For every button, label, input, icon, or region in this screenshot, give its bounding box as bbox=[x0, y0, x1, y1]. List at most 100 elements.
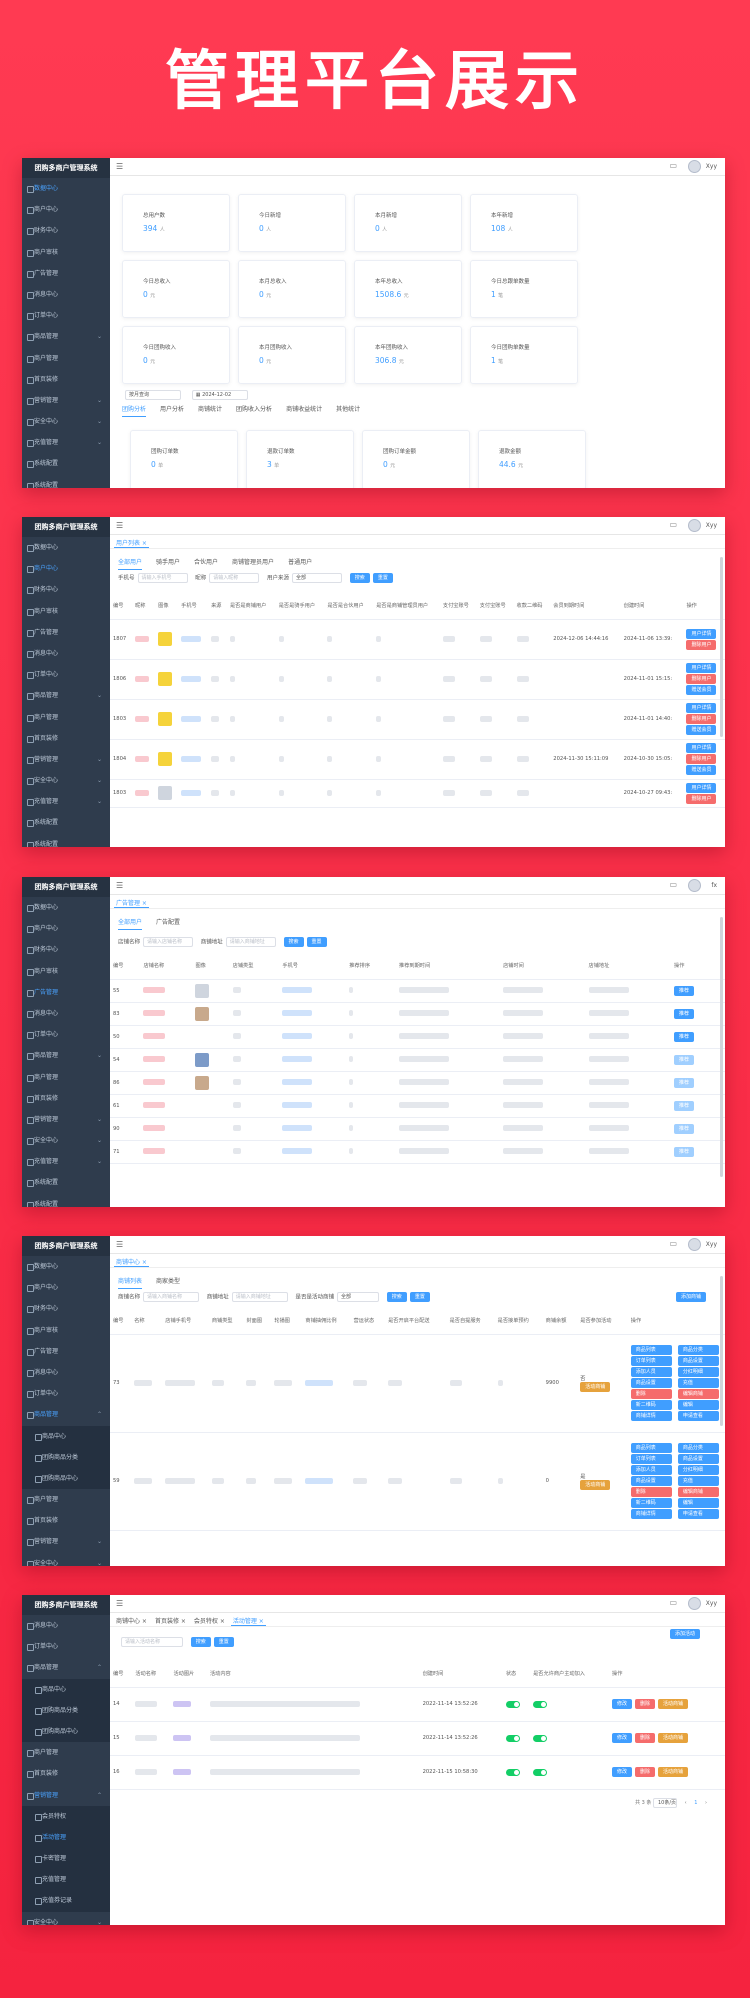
sidebar-item-recharge-mgmt[interactable]: 充值管理 bbox=[22, 1869, 110, 1891]
sidebar-item-home-config[interactable]: 首页装修 bbox=[22, 1510, 110, 1531]
reset-button[interactable]: 重置 bbox=[372, 573, 393, 583]
op-button[interactable]: 充值 bbox=[677, 1378, 719, 1388]
username[interactable]: Xyy bbox=[705, 522, 717, 529]
tag-3[interactable]: 活动管理 × bbox=[230, 1618, 266, 1626]
sidebar-item-home-config[interactable]: 首页装修 bbox=[22, 728, 110, 749]
op-button[interactable]: 编辑商铺 bbox=[677, 1389, 719, 1399]
sidebar-item-card[interactable]: 卡密管理 bbox=[22, 1848, 110, 1870]
tab-2[interactable]: 合伙用户 bbox=[194, 559, 219, 566]
op-button[interactable]: 用户详情 bbox=[686, 628, 717, 639]
sidebar-item-recharge-record[interactable]: 充值券记录 bbox=[22, 1890, 110, 1912]
shop-addr-input[interactable]: 请输入商铺地址 bbox=[225, 937, 276, 947]
sidebar-item-marketing[interactable]: 营销管理 ⌄ bbox=[22, 1109, 110, 1130]
op-button[interactable]: 新二维码 bbox=[630, 1498, 672, 1508]
tag-0[interactable]: 商铺中心 × bbox=[116, 1618, 147, 1625]
username[interactable]: Xyy bbox=[705, 163, 717, 170]
op-button[interactable]: 申请查看 bbox=[677, 1411, 719, 1421]
op-button[interactable]: 订单列表 bbox=[630, 1356, 672, 1366]
op-button[interactable]: 删除用户 bbox=[686, 714, 717, 724]
recommend-button[interactable]: 推荐 bbox=[674, 985, 695, 996]
query-type-select[interactable]: 按月查询 bbox=[125, 390, 181, 400]
sidebar-item-goods[interactable]: 商品管理 ⌄ bbox=[22, 685, 110, 706]
op-button[interactable]: 赠送会员 bbox=[686, 765, 717, 775]
sidebar-item-merchant[interactable]: 商户中心 bbox=[22, 558, 110, 579]
tab-5[interactable]: 其他统计 bbox=[336, 406, 361, 413]
recommend-button[interactable]: 推荐 bbox=[674, 1008, 695, 1019]
sidebar-item-ad[interactable]: 广告管理 bbox=[22, 622, 110, 643]
sidebar-item-marketing[interactable]: 营销管理 ⌄ bbox=[22, 1531, 110, 1552]
menu-icon[interactable]: ☰ bbox=[116, 162, 124, 171]
avatar[interactable] bbox=[688, 519, 701, 532]
tab-3[interactable]: 商铺管理员用户 bbox=[232, 559, 275, 566]
sidebar-item-group-goods-center[interactable]: 团购商品中心 bbox=[22, 1720, 110, 1743]
op-button[interactable]: 充值 bbox=[677, 1476, 719, 1486]
op-button[interactable]: 用户详情 bbox=[686, 743, 717, 753]
allow-join-toggle[interactable] bbox=[533, 1700, 548, 1708]
sidebar-item-merchant-mgmt[interactable]: 商户管理 bbox=[22, 348, 110, 369]
search-button[interactable]: 搜索 bbox=[190, 1637, 211, 1647]
op-button[interactable]: 赠送会员 bbox=[686, 685, 717, 695]
sidebar-item-goods-center[interactable]: 商品中心 bbox=[22, 1425, 110, 1447]
sidebar-item-data[interactable]: 数据中心 bbox=[22, 537, 110, 558]
op-button[interactable]: 商品列表 bbox=[630, 1345, 672, 1355]
op-button[interactable]: 编辑 bbox=[677, 1498, 719, 1508]
op-button[interactable]: 商品分类 bbox=[677, 1443, 719, 1453]
sidebar-item-merchant-mgmt[interactable]: 商户管理 bbox=[22, 707, 110, 728]
sidebar-item-group-goods-cat[interactable]: 团购商品分类 bbox=[22, 1699, 110, 1721]
sidebar-item-data[interactable]: 数据中心 bbox=[22, 178, 110, 199]
username[interactable]: Xyy bbox=[705, 1600, 717, 1607]
sidebar-item-merchant-mgmt[interactable]: 商户管理 bbox=[22, 1742, 110, 1763]
sidebar-item-goods-center[interactable]: 商品中心 bbox=[22, 1678, 110, 1700]
status-toggle[interactable] bbox=[505, 1700, 520, 1708]
sidebar-item-data[interactable]: 数据中心 bbox=[22, 897, 110, 918]
sidebar-item-home-config[interactable]: 首页装修 bbox=[22, 1763, 110, 1784]
op-button[interactable]: 分红明细 bbox=[677, 1465, 719, 1475]
scrollbar[interactable] bbox=[720, 1276, 723, 1426]
sidebar-item-goods[interactable]: 商品管理 ⌃ bbox=[22, 1657, 110, 1678]
menu-icon[interactable]: ☰ bbox=[116, 521, 124, 530]
sidebar-item-system-2[interactable]: 系统配置 bbox=[22, 1194, 110, 1207]
op-button[interactable]: 删除用户 bbox=[686, 754, 717, 764]
tab-1[interactable]: 广告配置 bbox=[156, 919, 181, 926]
op-button[interactable]: 商品设置 bbox=[630, 1476, 672, 1486]
add-shop-button[interactable]: 添加商铺 bbox=[675, 1292, 706, 1302]
allow-join-toggle[interactable] bbox=[533, 1768, 548, 1776]
tab-3[interactable]: 团购收入分析 bbox=[236, 406, 273, 413]
sidebar-item-member-feature[interactable]: 会员特权 bbox=[22, 1805, 110, 1827]
tab-1[interactable]: 骑手用户 bbox=[156, 559, 181, 566]
message-icon[interactable]: ▭ bbox=[669, 1239, 677, 1248]
search-button[interactable]: 搜索 bbox=[283, 937, 304, 947]
op-button[interactable]: 商品分类 bbox=[677, 1345, 719, 1355]
recommend-button[interactable]: 推荐 bbox=[674, 1031, 695, 1042]
delete-button[interactable]: 删除 bbox=[635, 1733, 656, 1743]
op-button[interactable]: 分红明细 bbox=[677, 1367, 719, 1377]
username[interactable]: fx bbox=[711, 882, 717, 889]
tag-1[interactable]: 首页装修 × bbox=[154, 1618, 186, 1625]
message-icon[interactable]: ▭ bbox=[669, 161, 677, 170]
promo-select[interactable]: 全部 bbox=[337, 1292, 380, 1302]
sidebar-item-merchant[interactable]: 商户中心 bbox=[22, 918, 110, 939]
status-toggle[interactable] bbox=[505, 1768, 520, 1776]
reset-button[interactable]: 重置 bbox=[306, 937, 327, 947]
tag-2[interactable]: 会员特权 × bbox=[193, 1618, 225, 1625]
menu-icon[interactable]: ☰ bbox=[116, 1240, 124, 1249]
phone-input[interactable]: 请输入手机号 bbox=[137, 573, 188, 583]
recommend-button[interactable]: 推荐 bbox=[674, 1146, 695, 1157]
sidebar-item-merchant[interactable]: 商户中心 bbox=[22, 199, 110, 220]
sidebar-item-security[interactable]: 安全中心 ⌄ bbox=[22, 1130, 110, 1151]
sidebar-item-activity[interactable]: 活动管理 bbox=[22, 1826, 110, 1849]
recommend-button[interactable]: 推荐 bbox=[674, 1077, 695, 1088]
sidebar-item-merchant-audit[interactable]: 商户审核 bbox=[22, 242, 110, 263]
op-button[interactable]: 商品列表 bbox=[630, 1443, 672, 1453]
sidebar-item-message[interactable]: 消息中心 bbox=[22, 1003, 110, 1024]
reset-button[interactable]: 重置 bbox=[409, 1292, 430, 1302]
op-button[interactable]: 商品设置 bbox=[677, 1454, 719, 1464]
tag-shop-center[interactable]: 商铺中心 × bbox=[114, 1259, 149, 1267]
op-button[interactable]: 删除 bbox=[630, 1487, 672, 1497]
sidebar-item-goods[interactable]: 商品管理 ⌄ bbox=[22, 326, 110, 347]
tab-0[interactable]: 全部用户 bbox=[118, 917, 143, 930]
search-button[interactable]: 搜索 bbox=[349, 573, 370, 583]
op-button[interactable]: 用户详情 bbox=[686, 663, 717, 673]
message-icon[interactable]: ▭ bbox=[669, 1598, 677, 1607]
activity-shop-button[interactable]: 活动商铺 bbox=[580, 1381, 611, 1392]
